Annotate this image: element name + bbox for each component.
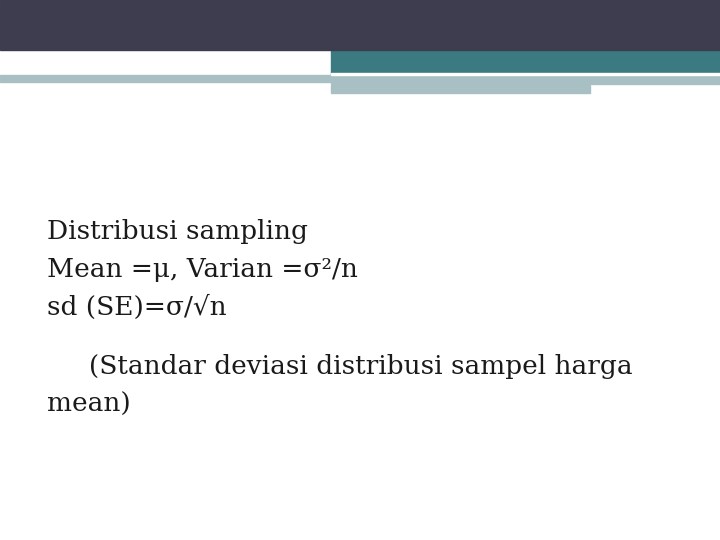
Text: mean): mean) xyxy=(47,392,130,416)
Bar xyxy=(331,75,720,84)
Bar xyxy=(331,50,720,75)
Text: sd (SE)=σ/√n: sd (SE)=σ/√n xyxy=(47,294,226,320)
Text: Distribusi sampling: Distribusi sampling xyxy=(47,219,308,244)
Bar xyxy=(0,75,331,82)
Text: Mean =μ, Varian =σ²/n: Mean =μ, Varian =σ²/n xyxy=(47,256,358,281)
Text: (Standar deviasi distribusi sampel harga: (Standar deviasi distribusi sampel harga xyxy=(47,354,632,379)
Bar xyxy=(0,0,720,50)
Bar xyxy=(331,73,720,75)
Bar xyxy=(331,85,590,93)
